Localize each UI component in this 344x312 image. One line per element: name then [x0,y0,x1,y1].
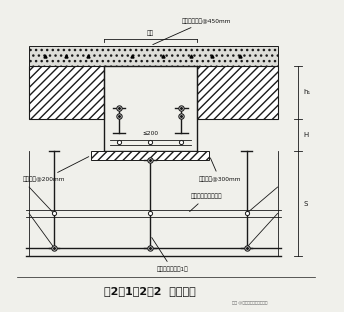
Text: 梁底铺钢@200mm: 梁底铺钢@200mm [23,157,89,182]
Text: ≤200: ≤200 [142,131,158,136]
Bar [29,66,104,119]
Bar [29,46,278,66]
Text: 梁底附加立杆：1排: 梁底附加立杆：1排 [152,237,188,272]
Text: 梁底立杆间距：加密: 梁底立杆间距：加密 [190,193,222,212]
Text: 梁侧背钢@300mm: 梁侧背钢@300mm [198,158,241,182]
Text: 对拉螺杆水平@450mm: 对拉螺杆水平@450mm [153,18,231,45]
Text: S: S [303,201,308,207]
Text: 图2．1．2．2  梁安装图: 图2．1．2．2 梁安装图 [104,286,196,296]
Bar [91,151,209,160]
Bar [197,66,278,119]
Text: 梁宽: 梁宽 [147,31,154,36]
Text: 注点 @施工艺术绑筋花花提师: 注点 @施工艺术绑筋花花提师 [232,301,267,305]
Text: h₁: h₁ [303,89,311,95]
Text: H: H [303,132,309,138]
